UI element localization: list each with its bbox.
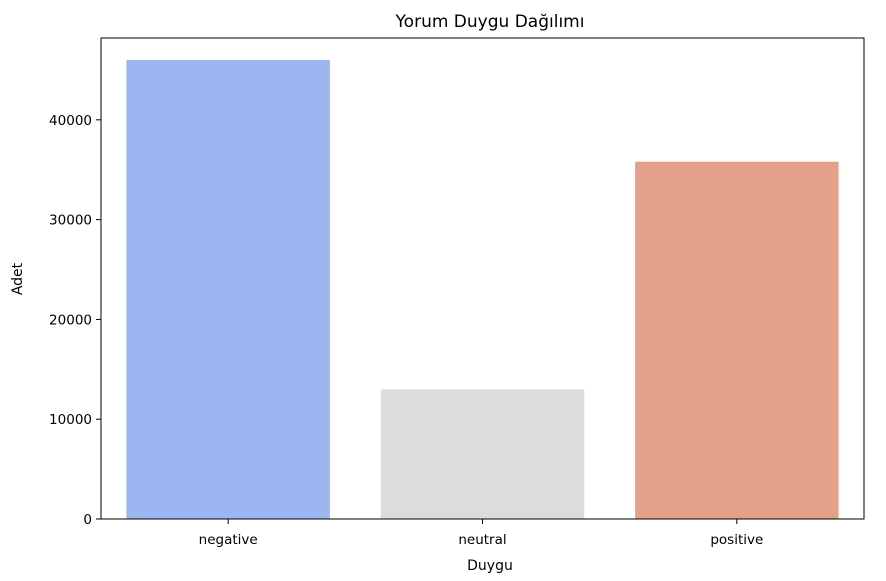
x-axis-label: Duygu <box>467 558 513 574</box>
y-axis: 0 10000 20000 30000 40000 <box>49 113 101 528</box>
y-tick-label: 0 <box>83 512 92 528</box>
y-axis-label: Adet <box>10 262 26 295</box>
x-tick-label: neutral <box>458 532 506 548</box>
bar-neutral <box>380 389 585 519</box>
bar-positive <box>635 161 839 519</box>
bar-negative <box>126 59 330 520</box>
x-tick-label: negative <box>199 532 258 548</box>
y-tick-label: 10000 <box>49 412 92 428</box>
x-axis: negative neutral positive <box>199 519 763 548</box>
x-tick-label: positive <box>710 532 763 548</box>
y-tick-label: 30000 <box>49 213 92 229</box>
y-tick-label: 40000 <box>49 113 92 129</box>
chart-title: Yorum Duygu Dağılımı <box>395 12 585 32</box>
bars-group <box>126 59 839 520</box>
y-tick-label: 20000 <box>49 312 92 328</box>
